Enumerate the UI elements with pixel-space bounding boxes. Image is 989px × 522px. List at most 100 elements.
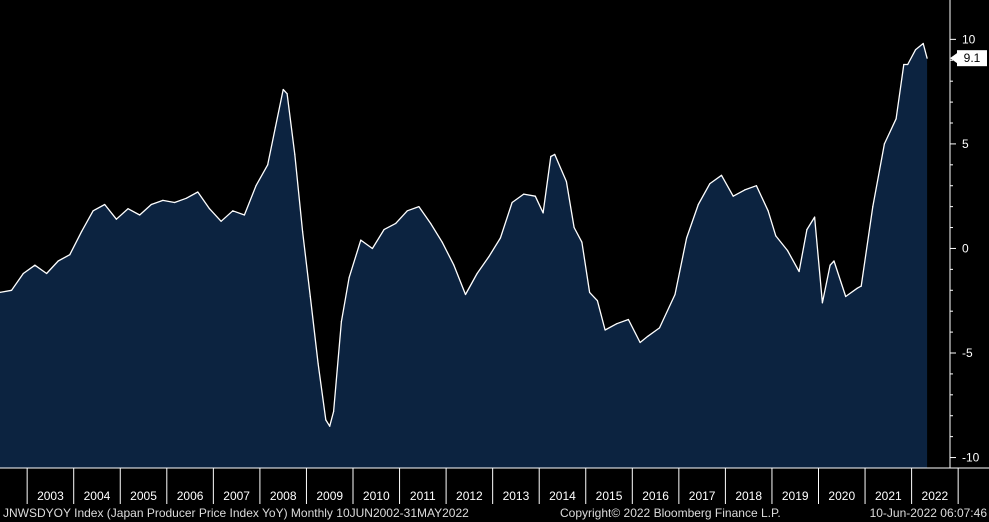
data-point — [294, 153, 296, 155]
x-tick-label: 2012 — [456, 489, 483, 503]
data-point — [406, 210, 408, 212]
data-point — [11, 289, 13, 291]
data-point — [274, 126, 276, 128]
x-tick-label: 2010 — [363, 489, 390, 503]
data-point — [833, 260, 835, 262]
last-value-label: 9.1 — [964, 51, 981, 65]
data-point — [282, 88, 284, 91]
data-point — [0, 291, 1, 293]
data-point — [639, 341, 641, 344]
x-tick-label: 2022 — [922, 489, 949, 503]
data-point — [806, 229, 808, 231]
x-tick-label: 2013 — [503, 489, 530, 503]
y-tick-label: 10 — [962, 32, 976, 46]
x-tick-label: 2017 — [689, 489, 716, 503]
x-tick-label: 2006 — [177, 489, 204, 503]
x-tick-label: 2011 — [410, 489, 436, 503]
data-point — [441, 241, 443, 243]
data-point — [697, 203, 699, 206]
data-point — [554, 153, 556, 155]
data-point — [162, 199, 164, 201]
data-point — [383, 229, 385, 231]
data-point — [604, 329, 606, 331]
data-point — [208, 208, 211, 210]
data-point — [534, 195, 536, 197]
footer-ticker-description: JNWSDYOY Index (Japan Producer Price Ind… — [3, 506, 469, 520]
data-point — [829, 264, 831, 266]
data-point — [197, 191, 199, 193]
y-axis: 10 5 0 -5 -10 9.1 — [949, 0, 987, 468]
data-point — [674, 293, 676, 296]
data-point — [325, 419, 327, 421]
data-point — [488, 256, 490, 258]
data-point — [550, 155, 552, 158]
x-tick-label: 2007 — [223, 489, 250, 503]
x-tick-label: 2005 — [130, 489, 157, 503]
x-tick-label: 2015 — [596, 489, 623, 503]
data-point — [542, 212, 544, 214]
data-point — [883, 143, 886, 145]
data-point — [34, 264, 36, 266]
data-point — [92, 210, 94, 212]
data-point — [232, 210, 234, 212]
data-point — [22, 272, 24, 275]
data-point — [360, 239, 362, 241]
y-tick-label: -5 — [962, 346, 973, 360]
data-point — [903, 63, 905, 66]
data-point — [589, 291, 591, 293]
data-point — [786, 249, 789, 252]
footer-copyright: Copyright© 2022 Bloomberg Finance L.P. — [560, 506, 781, 520]
data-point — [418, 206, 420, 208]
data-point — [139, 214, 141, 216]
data-point — [267, 164, 269, 166]
data-point — [464, 293, 467, 296]
data-point — [872, 206, 874, 208]
data-point — [709, 183, 711, 185]
data-point — [69, 254, 71, 256]
data-point — [329, 425, 331, 427]
data-point — [174, 201, 176, 204]
data-point — [80, 231, 83, 233]
data-point — [453, 264, 455, 266]
series-area — [0, 43, 928, 468]
last-value-box — [957, 50, 987, 67]
data-point — [430, 222, 432, 224]
data-point — [798, 270, 800, 273]
data-point — [732, 195, 734, 197]
x-tick-label: 2020 — [828, 489, 855, 503]
data-point — [658, 327, 661, 329]
data-point — [744, 189, 746, 191]
data-point — [511, 201, 513, 204]
y-tick-label: 0 — [962, 241, 969, 255]
data-point — [775, 235, 777, 237]
x-tick-label: 2009 — [316, 489, 343, 503]
data-point — [523, 193, 525, 195]
footer: JNWSDYOY Index (Japan Producer Price Ind… — [0, 505, 989, 522]
data-point — [476, 272, 478, 275]
data-point — [627, 318, 630, 321]
x-tick-label: 2018 — [735, 489, 762, 503]
x-tick-label: 2008 — [270, 489, 297, 503]
data-point — [348, 277, 350, 279]
data-point — [926, 57, 928, 59]
data-point — [922, 42, 924, 45]
data-point — [46, 272, 48, 275]
x-axis: 2003 2004 2005 2006 2007 2008 2009 2010 2011 2012… — [0, 467, 989, 504]
data-point — [371, 247, 373, 250]
data-point — [895, 118, 897, 120]
data-point — [720, 174, 723, 176]
data-point — [767, 210, 769, 212]
data-point — [814, 216, 816, 218]
plot-area — [0, 42, 928, 468]
data-point — [104, 203, 106, 206]
data-point — [616, 323, 618, 325]
data-point — [914, 49, 917, 51]
data-point — [573, 226, 575, 229]
data-point — [860, 285, 862, 287]
x-tick-label: 2014 — [549, 489, 576, 503]
data-point — [57, 260, 59, 262]
series-line — [0, 42, 928, 427]
data-point — [755, 185, 758, 187]
data-point — [821, 302, 824, 304]
